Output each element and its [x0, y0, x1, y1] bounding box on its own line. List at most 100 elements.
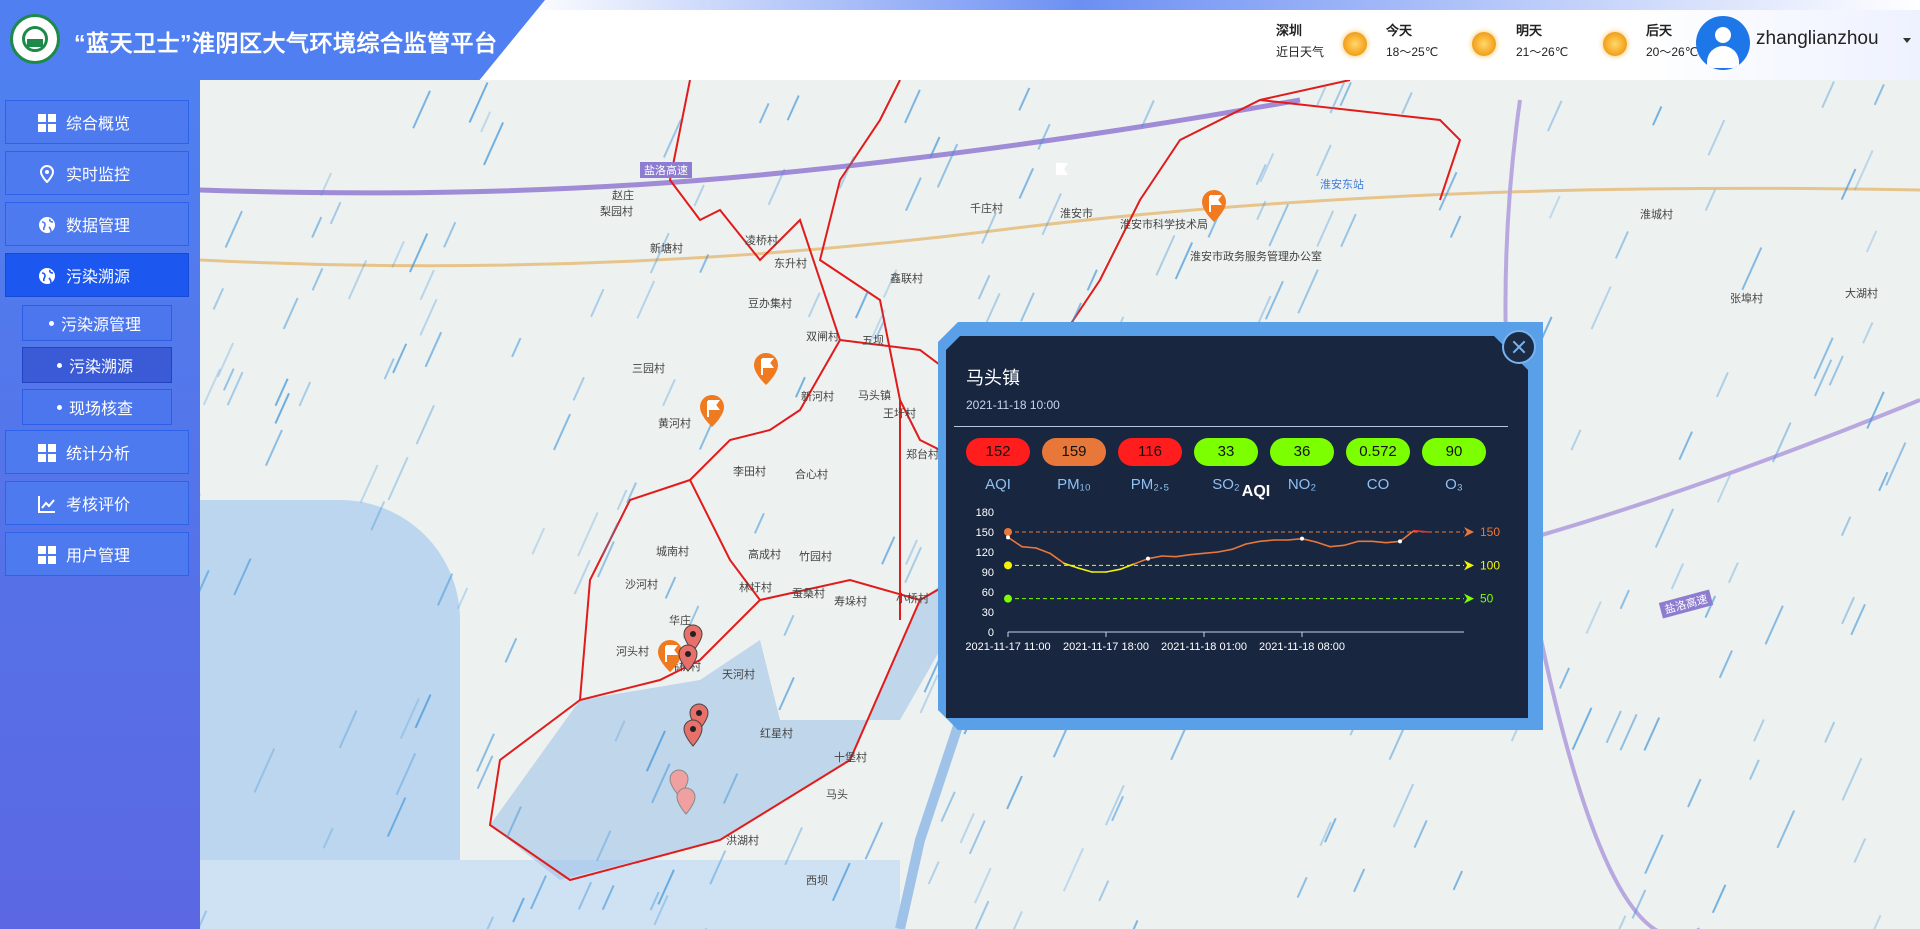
- wind-streak: [758, 102, 770, 124]
- station-pin-marker[interactable]: [676, 787, 696, 815]
- nav-item-monitoring[interactable]: 实时监控: [5, 151, 189, 195]
- o3-label: O₃: [1445, 476, 1463, 493]
- wind-streak: [1631, 889, 1647, 919]
- wind-streak: [1111, 795, 1124, 822]
- place-label: 淮安市科学技术局: [1120, 219, 1208, 231]
- co-label: CO: [1366, 476, 1390, 493]
- popup-panel: 马头镇 2021-11-18 10:00 152 AQI 159 PM₁₀ 11…: [946, 336, 1528, 718]
- wind-streak: [1401, 91, 1413, 115]
- nav-item-pollution-tracing[interactable]: 污染溯源: [5, 253, 189, 297]
- wind-streak: [1438, 171, 1458, 211]
- pollution-flag-marker[interactable]: [754, 353, 778, 385]
- weather-day-temp: 18～25℃: [1386, 45, 1439, 59]
- wind-streak: [974, 900, 990, 929]
- user-avatar-icon[interactable]: [1696, 16, 1750, 70]
- nav-item-user-management[interactable]: 用户管理: [5, 532, 189, 576]
- aqi-data-point: [1398, 539, 1402, 543]
- nav-item-overview[interactable]: 综合概览: [5, 100, 189, 144]
- wind-streak: [1329, 82, 1346, 114]
- wind-streak: [1570, 429, 1582, 451]
- wind-streak: [1644, 834, 1664, 875]
- wind-streak: [216, 342, 235, 378]
- wind-streak: [419, 269, 435, 301]
- wind-streak: [1749, 759, 1760, 781]
- wind-streak: [1614, 231, 1629, 259]
- wind-streak: [1548, 195, 1561, 219]
- globe-icon: [39, 217, 55, 233]
- wind-streak: [1619, 589, 1630, 610]
- wind-streak: [311, 216, 323, 238]
- weather-day-temp: 21～26℃: [1516, 45, 1569, 59]
- nav-item-assessment[interactable]: 考核评价: [5, 481, 189, 525]
- pm25-value-badge: 116: [1118, 438, 1182, 466]
- aqi-data-point: [1146, 557, 1150, 561]
- wind-streak: [1678, 431, 1693, 461]
- wind-streak: [1841, 596, 1855, 625]
- wind-streak: [1824, 721, 1836, 743]
- wind-streak: [1670, 563, 1685, 590]
- wind-streak: [919, 674, 939, 714]
- wind-streak: [794, 376, 806, 398]
- nav-item-data-management[interactable]: 数据管理: [5, 202, 189, 246]
- pollution-flag-marker[interactable]: [658, 640, 682, 672]
- wind-streak: [253, 748, 276, 793]
- username-menu[interactable]: zhanglianzhou: [1756, 28, 1879, 49]
- place-label: 马头: [826, 789, 848, 801]
- so2-value-badge: 33: [1194, 438, 1258, 466]
- x-tick-label: 2021-11-18 01:00: [1161, 641, 1247, 653]
- map-markers: [658, 190, 1226, 815]
- subnav-item-site-check[interactable]: 现场核查: [22, 389, 172, 425]
- aqi-line-segment: [1036, 548, 1050, 553]
- aqi-line-segment: [1260, 540, 1274, 541]
- wind-streak: [1104, 784, 1125, 826]
- aqi-data-point: [1006, 535, 1010, 539]
- wind-streak: [1605, 710, 1622, 744]
- weather-tomorrow: 明天 21～26℃: [1516, 20, 1568, 64]
- wind-streak: [443, 221, 457, 248]
- y-tick-label: 90: [982, 567, 994, 579]
- wind-streak: [1547, 100, 1563, 132]
- pollution-flag-marker[interactable]: [1202, 190, 1226, 222]
- wind-streak: [1268, 203, 1290, 247]
- nav-item-statistics[interactable]: 统计分析: [5, 430, 189, 474]
- no2-label: NO₂: [1287, 476, 1317, 493]
- place-label: 沙河村: [625, 579, 658, 591]
- station-pin-marker[interactable]: [683, 719, 703, 747]
- wind-streak: [1449, 215, 1462, 238]
- reference-line-label: 100: [1480, 558, 1500, 572]
- aqi-line-segment: [1218, 549, 1232, 552]
- station-pin-marker[interactable]: [678, 644, 698, 672]
- map-canvas[interactable]: 盐洛高速 盐洛高速 淮安东站 赵庄 梨园村 新塘村 凌桥村 鑫联村 东升村 豆办…: [200, 80, 1920, 929]
- wind-streak: [298, 381, 312, 407]
- wind-streak: [1155, 235, 1176, 276]
- subnav-item-pollution-tracing[interactable]: 污染溯源: [22, 347, 172, 383]
- aqi-line-segment: [1190, 553, 1204, 554]
- aqi-line-segment: [1414, 531, 1428, 532]
- place-label: 华庄: [669, 615, 691, 627]
- subnav-item-label: 污染源管理: [61, 317, 142, 334]
- close-popup-button[interactable]: [1502, 330, 1536, 364]
- chevron-down-icon[interactable]: [1903, 38, 1911, 43]
- globe-icon: [39, 268, 55, 284]
- wind-streak: [1256, 295, 1272, 327]
- aqi-line-segment: [1386, 541, 1400, 542]
- aqi-line-segment: [1050, 553, 1064, 563]
- brand-banner: “蓝天卫士”淮阴区大气环境综合监管平台: [0, 0, 545, 80]
- popup-station-name: 马头镇: [966, 368, 1020, 388]
- aqi-line-segment: [1372, 541, 1386, 542]
- wind-streak: [1297, 269, 1319, 314]
- place-label: 李田村: [733, 466, 766, 478]
- wind-streak: [395, 753, 417, 796]
- subnav-item-pollution-source[interactable]: 污染源管理: [22, 305, 172, 341]
- wind-streak: [645, 730, 666, 772]
- aqi-line-segment: [1148, 556, 1162, 559]
- pm25-label: PM₂.₅: [1130, 476, 1170, 493]
- wind-streak: [1012, 911, 1023, 929]
- aqi-trend-chart: AQI 0 30 60 90 120 150 180 2021-11-17 11:00 2021-…: [946, 336, 1528, 718]
- y-tick-label: 180: [976, 507, 994, 519]
- wind-streak: [329, 201, 342, 225]
- aqi-data-point: [1300, 537, 1304, 541]
- x-tick-label: 2021-11-17 18:00: [1063, 641, 1149, 653]
- wind-streak: [1704, 595, 1717, 618]
- pollution-flag-marker[interactable]: [700, 395, 724, 427]
